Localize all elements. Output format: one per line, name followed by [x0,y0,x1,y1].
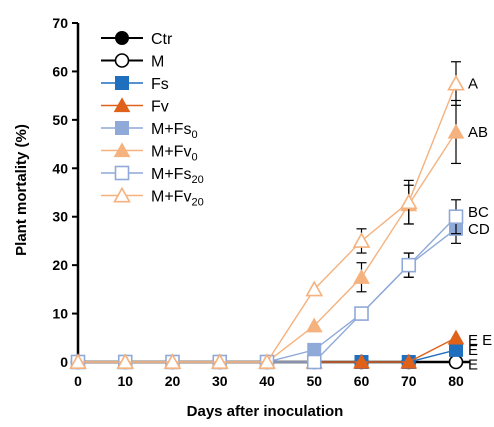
y-tick-label: 10 [52,306,68,322]
x-tick-label: 20 [165,373,181,389]
data-point [306,354,322,370]
significance-label: CD [468,221,490,238]
data-point [307,342,322,357]
legend-label-subscript: 20 [191,174,203,186]
significance-label: E E [468,332,492,349]
x-tick-label: 0 [74,373,82,389]
y-tick-label: 0 [60,354,68,370]
legend-marker [114,53,130,68]
legend-label-text: M+Fs [151,121,191,138]
series-m-fs0 [71,213,463,369]
y-tick-label: 30 [52,209,68,225]
legend-entry: M+Fs0 [101,121,198,141]
legend-entry: M [101,53,164,71]
data-point [447,123,465,139]
legend-label: M+Fv20 [151,189,204,209]
data-point [258,353,276,369]
data-point [448,354,464,370]
series-line [78,83,457,363]
x-tick-label: 10 [117,373,133,389]
significance-label: BC [468,204,489,221]
data-point [163,353,182,369]
y-tick-label: 70 [52,15,68,31]
data-point [305,317,323,333]
legend-marker [113,142,131,158]
series-m-fv0 [69,99,465,369]
x-tick-label: 40 [259,373,275,389]
y-tick-label: 40 [52,160,68,176]
data-point [449,342,463,357]
data-point [354,306,369,321]
series-layer [69,61,465,370]
series-line [78,216,457,363]
significance-label: AB [468,124,488,141]
data-point [210,353,229,369]
legend-entry: Fv [101,97,169,116]
legend-label: Ctr [151,31,173,48]
legend-entry: M+Fv20 [101,186,204,209]
y-axis-title: Plant mortality (%) [13,124,30,256]
legend-label-subscript: 0 [191,152,197,164]
y-tick-label: 20 [52,257,68,273]
data-point [400,353,418,369]
legend-marker [113,97,131,113]
significance-label: E [468,356,478,373]
legend-label: M [151,54,164,71]
legend-marker [114,165,130,181]
data-point [399,193,418,210]
legend-entry: M+Fv0 [101,142,198,164]
y-tick-label: 60 [52,63,68,79]
legend-label-subscript: 0 [191,129,197,141]
legend-label-text: Fv [151,99,169,116]
legend-entry: Ctr [101,31,173,48]
legend-label-text: M [151,54,164,71]
x-tick-label: 60 [354,373,370,389]
legend-marker [115,121,129,135]
series-line [78,131,457,363]
data-point [448,209,464,225]
legend-label: M+Fs0 [151,121,198,141]
y-tick-label: 50 [52,112,68,128]
data-point [352,232,371,248]
legend-label-text: Ctr [151,31,173,48]
legend-label: M+Fv0 [151,144,198,164]
legend-entry: M+Fs20 [101,165,204,186]
legend-label: M+Fs20 [151,166,204,186]
legend-label-text: Fs [151,76,169,93]
legend-label-text: M+Fs [151,166,191,183]
legend-marker [115,76,129,90]
data-point [447,74,465,91]
legend-label: Fv [151,99,169,116]
legend-entry: Fs [101,76,169,93]
data-point [116,353,135,369]
legend-marker [115,31,129,45]
significance-label: A [468,76,478,93]
series-m-fs20 [70,199,464,370]
data-point [401,257,417,273]
series-line [78,228,457,363]
x-tick-label: 50 [306,373,322,389]
legend-label: Fs [151,76,169,93]
data-point [353,353,370,369]
legend-label-text: M+Fv [151,144,191,161]
legend-label-text: M+Fv [151,189,191,206]
x-tick-label: 30 [212,373,228,389]
data-point [305,280,324,297]
legend-marker [113,186,131,203]
significance-label: E [468,342,478,359]
x-tick-label: 70 [401,373,417,389]
x-tick-label: 80 [448,373,464,389]
x-axis-title: Days after inoculation [187,403,344,420]
legend-label-subscript: 20 [191,197,203,209]
data-point [353,269,370,284]
data-point [447,329,465,345]
data-point [69,353,87,369]
series-m-fv20 [69,61,465,369]
